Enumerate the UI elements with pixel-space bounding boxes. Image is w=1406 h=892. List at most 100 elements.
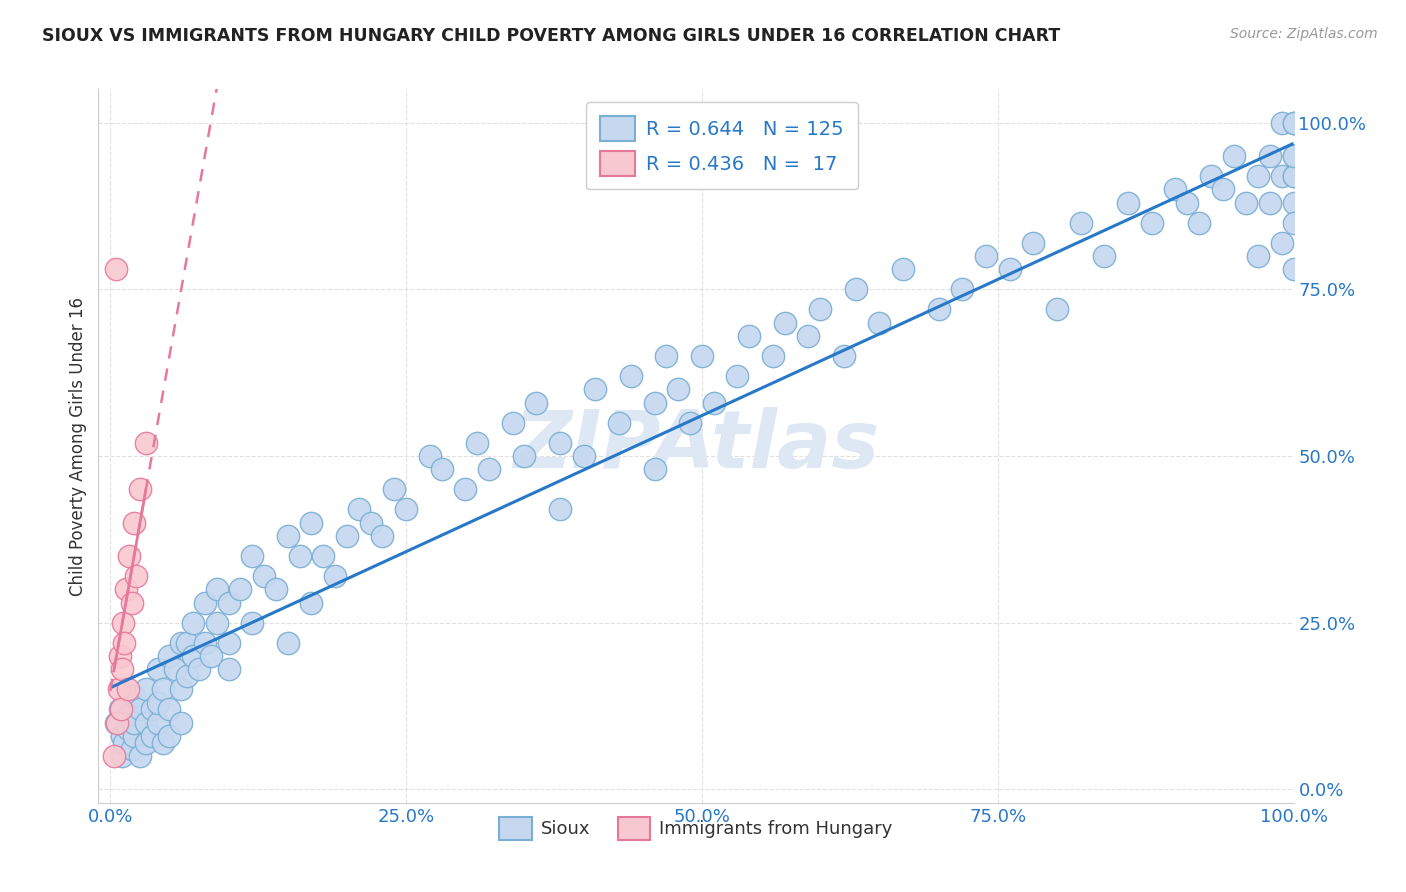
Point — [114, 736, 136, 750]
Point — [122, 689, 145, 703]
Point — [1164, 182, 1187, 196]
Point — [118, 549, 141, 563]
Point — [277, 636, 299, 650]
Point — [371, 529, 394, 543]
Point — [419, 449, 441, 463]
Point — [128, 483, 150, 497]
Point — [117, 723, 139, 737]
Point — [146, 696, 169, 710]
Point — [122, 516, 145, 530]
Point — [157, 702, 180, 716]
Point — [773, 316, 796, 330]
Point — [176, 669, 198, 683]
Point — [655, 349, 678, 363]
Point — [111, 749, 134, 764]
Point — [152, 736, 174, 750]
Point — [1282, 216, 1305, 230]
Point — [146, 715, 169, 730]
Point — [868, 316, 890, 330]
Text: Source: ZipAtlas.com: Source: ZipAtlas.com — [1230, 27, 1378, 41]
Point — [128, 702, 150, 716]
Point — [1247, 249, 1270, 263]
Point — [181, 615, 204, 630]
Point — [382, 483, 405, 497]
Point — [277, 529, 299, 543]
Point — [998, 262, 1021, 277]
Point — [105, 715, 128, 730]
Point — [146, 662, 169, 676]
Point — [360, 516, 382, 530]
Point — [114, 582, 136, 597]
Point — [797, 329, 820, 343]
Point — [548, 502, 571, 516]
Point — [1282, 149, 1305, 163]
Point — [240, 615, 263, 630]
Point — [1282, 115, 1305, 129]
Point — [108, 649, 131, 664]
Point — [465, 435, 488, 450]
Point — [336, 529, 359, 543]
Point — [395, 502, 418, 516]
Point — [454, 483, 477, 497]
Point — [253, 569, 276, 583]
Point — [299, 516, 322, 530]
Point — [974, 249, 997, 263]
Point — [111, 729, 134, 743]
Point — [1022, 235, 1045, 250]
Point — [111, 662, 134, 676]
Point — [583, 382, 606, 396]
Point — [430, 462, 453, 476]
Point — [135, 715, 157, 730]
Point — [170, 715, 193, 730]
Point — [666, 382, 689, 396]
Point — [135, 736, 157, 750]
Point — [703, 395, 725, 409]
Point — [1199, 169, 1222, 183]
Point — [108, 702, 131, 716]
Point — [1070, 216, 1092, 230]
Point — [1282, 115, 1305, 129]
Point — [110, 702, 132, 716]
Point — [205, 582, 228, 597]
Point — [620, 368, 643, 383]
Point — [1140, 216, 1163, 230]
Point — [1258, 195, 1281, 210]
Point — [1271, 115, 1294, 129]
Text: SIOUX VS IMMIGRANTS FROM HUNGARY CHILD POVERTY AMONG GIRLS UNDER 16 CORRELATION : SIOUX VS IMMIGRANTS FROM HUNGARY CHILD P… — [42, 27, 1060, 45]
Point — [738, 329, 761, 343]
Point — [513, 449, 536, 463]
Point — [808, 302, 831, 317]
Point — [1116, 195, 1139, 210]
Point — [121, 596, 143, 610]
Point — [679, 416, 702, 430]
Point — [1212, 182, 1234, 196]
Point — [157, 649, 180, 664]
Point — [135, 435, 157, 450]
Point — [1175, 195, 1198, 210]
Point — [832, 349, 855, 363]
Point — [1188, 216, 1211, 230]
Point — [240, 549, 263, 563]
Point — [347, 502, 370, 516]
Point — [112, 615, 135, 630]
Point — [725, 368, 748, 383]
Point — [1234, 195, 1257, 210]
Point — [157, 729, 180, 743]
Point — [1271, 235, 1294, 250]
Point — [205, 615, 228, 630]
Point — [125, 569, 148, 583]
Point — [165, 662, 187, 676]
Point — [135, 682, 157, 697]
Point — [1271, 169, 1294, 183]
Point — [218, 636, 240, 650]
Point — [299, 596, 322, 610]
Point — [572, 449, 595, 463]
Point — [1247, 169, 1270, 183]
Point — [105, 715, 128, 730]
Point — [170, 636, 193, 650]
Point — [1258, 149, 1281, 163]
Text: ZIPAtlas: ZIPAtlas — [513, 407, 879, 485]
Point — [1282, 169, 1305, 183]
Point — [1046, 302, 1069, 317]
Point — [128, 749, 150, 764]
